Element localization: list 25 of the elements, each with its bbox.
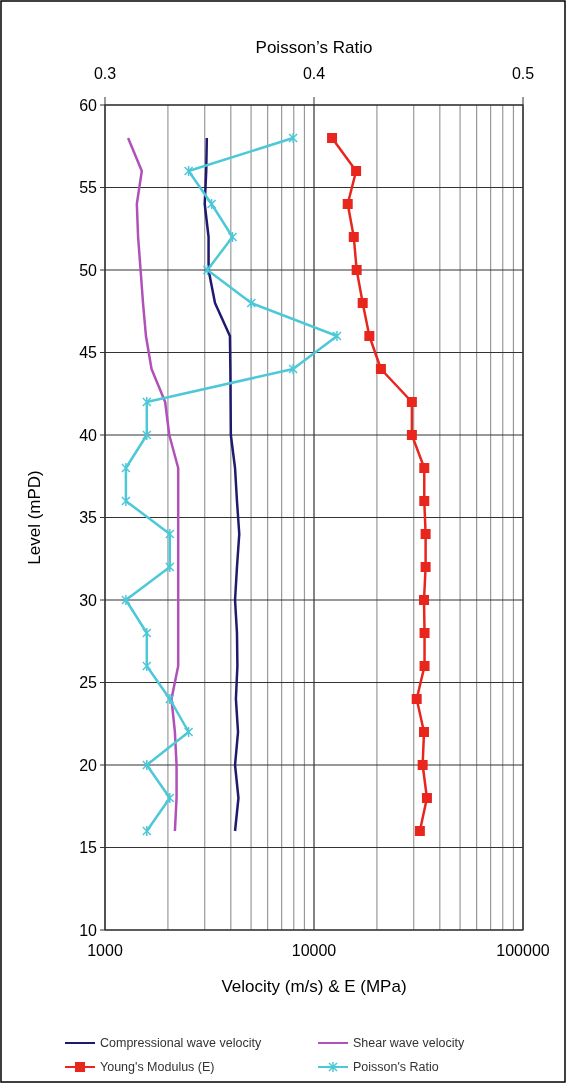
line-series bbox=[203, 136, 241, 833]
y-tick-label: 55 bbox=[79, 179, 98, 197]
y-tick-label: 50 bbox=[79, 261, 98, 279]
x2-tick-label: 0.5 bbox=[511, 65, 535, 82]
y-tick-label: 25 bbox=[79, 674, 98, 692]
y-tick-label: 30 bbox=[79, 591, 98, 609]
x2-axis-title: Poisson’s Ratio bbox=[255, 38, 373, 57]
y-tick-label: 45 bbox=[79, 344, 98, 362]
x2-tick-label: 0.3 bbox=[93, 65, 117, 82]
y-tick-label: 20 bbox=[79, 756, 98, 774]
y-tick-label: 15 bbox=[79, 839, 98, 857]
y-tick-label: 40 bbox=[79, 426, 98, 444]
legend-label: Shear wave velocity bbox=[353, 1036, 465, 1051]
legend-label: Poisson's Ratio bbox=[353, 1060, 439, 1075]
x-axis-title: Velocity (m/s) & E (MPa) bbox=[221, 977, 407, 996]
x-tick-label: 1000 bbox=[87, 942, 123, 959]
y-tick-label: 35 bbox=[79, 509, 98, 527]
y-axis-title: Level (mPD) bbox=[25, 470, 44, 565]
y-tick-label: 10 bbox=[79, 921, 98, 939]
y-tick-label: 60 bbox=[79, 96, 98, 114]
legend-label: Young's Modulus (E) bbox=[100, 1060, 215, 1075]
x2-tick-label: 0.4 bbox=[302, 65, 326, 82]
x-tick-label: 10000 bbox=[291, 942, 337, 959]
legend-label: Compressional wave velocity bbox=[100, 1036, 262, 1051]
x-tick-label: 100000 bbox=[496, 942, 550, 959]
